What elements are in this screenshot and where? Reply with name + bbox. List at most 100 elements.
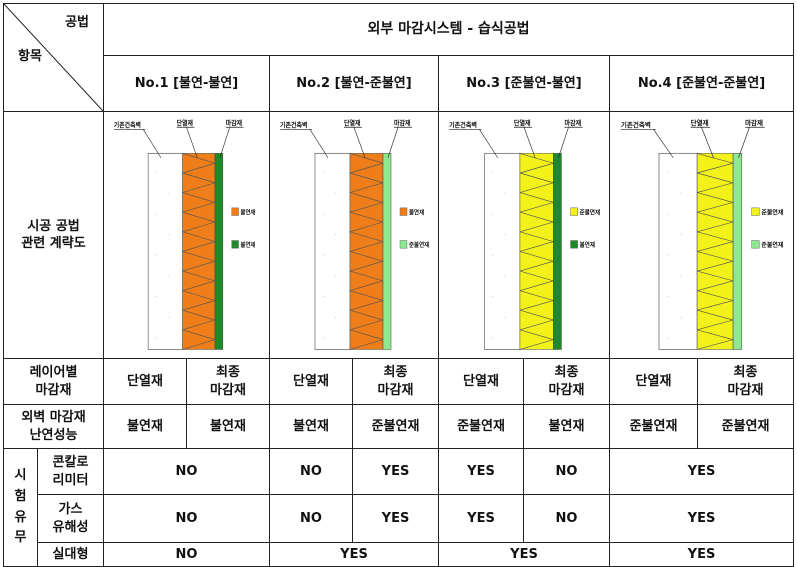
svg-text:˛: ˛ [667, 292, 670, 298]
svg-text:˛: ˛ [322, 333, 324, 339]
header-corner-cell: 공법 항목 [3, 3, 104, 112]
legend-swatch-insulation [751, 207, 760, 216]
test-result-cell: YES [269, 542, 439, 567]
spec-table: 공법 항목 외부 마감시스템 - 습식공법 No.1 [불연-불연] No.2 … [3, 3, 794, 567]
label-existing-wall: 기존건축벽 [280, 120, 308, 129]
existing-wall-layer [147, 152, 183, 350]
system-header-1: No.1 [불연-불연] [103, 55, 270, 112]
legend-label: 준불연재 [761, 241, 784, 249]
layer-finish-2: 최종 마감재 [352, 358, 439, 406]
svg-text:˛: ˛ [680, 313, 683, 319]
svg-text:˛: ˛ [322, 168, 324, 174]
svg-text:˛: ˛ [492, 292, 495, 298]
svg-text:˛: ˛ [680, 230, 683, 236]
svg-text:˛: ˛ [492, 209, 495, 215]
legend-label: 불연재 [580, 241, 595, 249]
legend-label: 불연재 [241, 241, 256, 249]
svg-text:˛: ˛ [492, 333, 495, 339]
test-result-cell: YES [609, 542, 794, 567]
layer-finish-3: 최종 마감재 [523, 358, 610, 406]
rating-cell: 불연재 [269, 404, 353, 450]
svg-text:˛: ˛ [155, 209, 157, 215]
layer-insulation-3: 단열재 [438, 358, 524, 406]
svg-text:˛: ˛ [667, 333, 670, 339]
svg-text:˛: ˛ [667, 168, 670, 174]
svg-text:˛: ˛ [680, 189, 683, 195]
svg-text:˛: ˛ [322, 251, 324, 257]
rating-cell: 불연재 [103, 404, 187, 450]
insulation-layer [349, 153, 384, 350]
main-title: 외부 마감시스템 - 습식공법 [103, 3, 794, 56]
test-result-cell: NO [269, 448, 353, 496]
insulation-layer [182, 153, 216, 350]
legend-swatch-insulation [231, 207, 239, 216]
svg-text:˛: ˛ [667, 251, 670, 257]
legend-swatch-finish [399, 240, 408, 249]
svg-text:˛: ˛ [667, 209, 670, 215]
layer-finish-1: 최종 마감재 [186, 358, 270, 406]
legend-label: 준불연재 [761, 208, 784, 216]
svg-text:˛: ˛ [680, 271, 683, 277]
svg-text:˛: ˛ [492, 251, 495, 257]
system-header-3: No.3 [준불연-불연] [438, 55, 610, 112]
test-result-cell: YES [352, 494, 439, 544]
rating-cell: 준불연재 [438, 404, 524, 450]
test-result-cell: YES [609, 448, 794, 496]
test-result-cell: NO [523, 448, 610, 496]
insulation-layer [519, 153, 554, 350]
layer-insulation-4: 단열재 [609, 358, 698, 406]
test-result-cell: NO [103, 542, 270, 567]
legend-swatch-finish [751, 240, 760, 249]
test-result-cell: YES [352, 448, 439, 496]
diagram-row-header: 시공 공법 관련 계략도 [3, 110, 104, 360]
svg-text:˛: ˛ [334, 271, 336, 277]
legend-label: 준불연재 [580, 208, 600, 216]
existing-wall-layer [658, 152, 698, 350]
svg-text:˛: ˛ [504, 188, 507, 194]
svg-text:˛: ˛ [334, 313, 336, 319]
corner-item-label: 항목 [18, 49, 42, 64]
test-result-cell: YES [438, 494, 524, 544]
section-diagram-3: ˛ ˛ ˛ ˛ ˛ ˛ ˛ ˛ ˛ 기존건축벽 단열재 마감재 준불연재 불연재 [438, 110, 610, 360]
svg-text:˛: ˛ [155, 250, 157, 256]
svg-text:˛: ˛ [167, 271, 169, 277]
layer-finish-4: 최종 마감재 [697, 358, 794, 406]
label-insulation: 단열재 [514, 118, 531, 127]
layer-insulation-2: 단열재 [269, 358, 353, 406]
fullscale-label: 실대형 [37, 542, 104, 567]
svg-text:˛: ˛ [334, 188, 336, 194]
label-existing-wall: 기존건축벽 [449, 120, 477, 129]
legend-swatch-insulation [570, 207, 578, 216]
legend-label: 준불연재 [409, 241, 429, 249]
layer-insulation-1: 단열재 [103, 358, 187, 406]
finish-layer [732, 153, 743, 350]
svg-text:˛: ˛ [167, 230, 169, 236]
test-result-cell: NO [269, 494, 353, 544]
label-existing-wall: 기존건축벽 [621, 120, 651, 129]
legend-swatch-insulation [399, 207, 408, 216]
corner-method-label: 공법 [65, 15, 89, 30]
label-existing-wall: 기존건축벽 [114, 121, 141, 129]
system-header-4: No.4 [준불연-준불연] [609, 55, 794, 112]
svg-text:˛: ˛ [504, 271, 507, 277]
rating-cell: 불연재 [186, 404, 270, 450]
test-result-cell: NO [103, 448, 270, 496]
system-header-2: No.2 [불연-준불연] [269, 55, 439, 112]
layer-row-header: 레이어별 마감재 [3, 358, 104, 406]
test-result-cell: YES [438, 448, 524, 496]
label-finish: 마감재 [564, 118, 581, 127]
finish-layer [553, 153, 562, 350]
svg-text:˛: ˛ [322, 209, 324, 215]
finish-layer [382, 153, 392, 350]
gas-toxicity-label: 가스 유해성 [37, 494, 104, 544]
legend-swatch-finish [570, 240, 578, 249]
svg-text:˛: ˛ [155, 292, 157, 298]
test-result-cell: YES [609, 494, 794, 544]
rating-cell: 불연재 [523, 404, 610, 450]
svg-text:˛: ˛ [334, 230, 336, 236]
section-diagram-1: ˛ ˛ ˛ ˛ ˛ ˛ ˛ ˛ ˛ 기존건축벽 단열재 마감재 불연재 불연재 [103, 110, 270, 360]
test-row-header: 시 험 유 무 [3, 448, 38, 567]
svg-text:˛: ˛ [167, 188, 169, 194]
test-result-cell: NO [523, 494, 610, 544]
insulation-layer [696, 153, 734, 350]
